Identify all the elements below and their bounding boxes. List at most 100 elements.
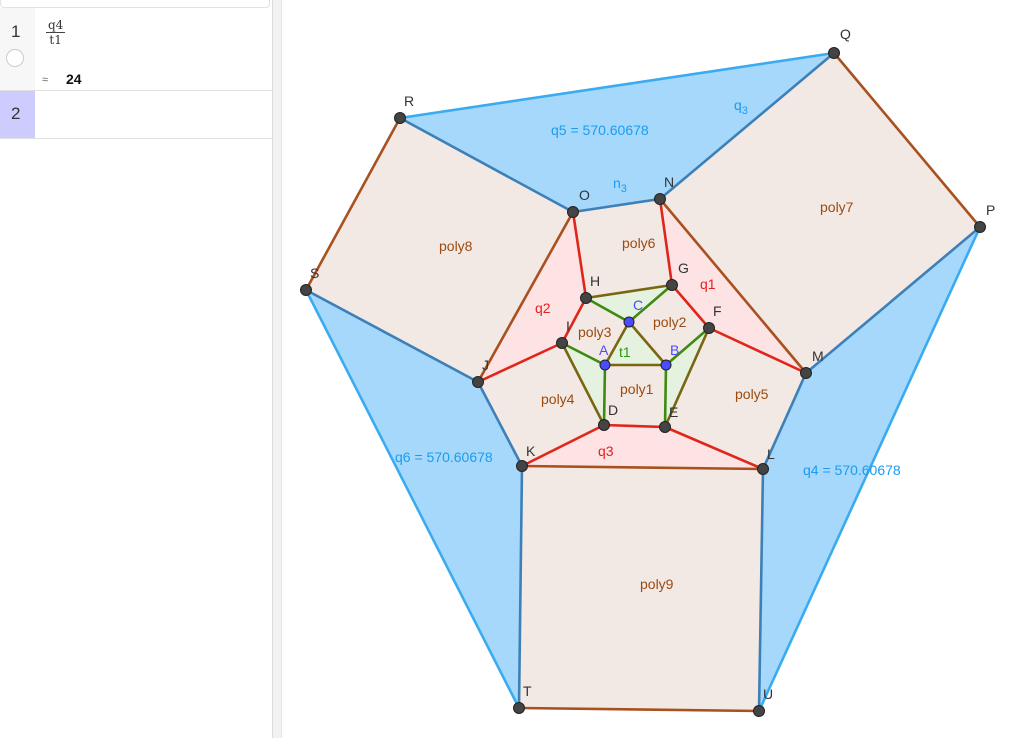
point-M[interactable] xyxy=(800,367,812,379)
point-label-G: G xyxy=(678,260,689,276)
segment-ST[interactable] xyxy=(304,288,521,710)
point-B[interactable] xyxy=(660,359,672,371)
label-q1: q1 xyxy=(700,276,716,292)
segment-BF[interactable] xyxy=(664,326,711,367)
algebra-row-2[interactable]: 2 xyxy=(0,91,272,139)
point-C[interactable] xyxy=(623,316,635,328)
label-poly6: poly6 xyxy=(622,235,656,251)
segment-PU[interactable] xyxy=(757,225,982,713)
point-L[interactable] xyxy=(757,463,769,475)
visibility-toggle[interactable] xyxy=(6,49,24,67)
point-N[interactable] xyxy=(654,193,666,205)
segment-DE[interactable] xyxy=(602,423,667,429)
label-poly1: poly1 xyxy=(620,381,654,397)
point-F[interactable] xyxy=(703,322,715,334)
polygon-poly8[interactable] xyxy=(306,118,573,382)
segment-HG[interactable] xyxy=(584,283,674,300)
segment-EL[interactable] xyxy=(663,425,765,471)
algebra-row-1[interactable]: 1 q4 t1 ≈ 24 xyxy=(0,8,272,91)
segment-QN[interactable] xyxy=(658,51,836,201)
point-label-E: E xyxy=(669,404,678,420)
segment-KD[interactable] xyxy=(520,423,606,468)
segment-HC[interactable] xyxy=(584,296,631,324)
polygon-poly1[interactable] xyxy=(604,365,666,427)
label-poly3: poly3 xyxy=(578,324,612,340)
polygon-tri-hcg[interactable] xyxy=(586,285,672,322)
segment-OJ[interactable] xyxy=(476,210,575,384)
segment-PM[interactable] xyxy=(804,225,982,375)
point-label-P: P xyxy=(986,202,995,218)
segment-RS[interactable] xyxy=(304,116,402,292)
segment-OR[interactable] xyxy=(398,116,575,214)
input-bar[interactable] xyxy=(0,0,270,8)
segment-IA[interactable] xyxy=(560,341,607,367)
point-G[interactable] xyxy=(666,279,678,291)
polygon-q5[interactable] xyxy=(400,53,834,212)
segment-CG[interactable] xyxy=(627,283,674,324)
segment-OH[interactable] xyxy=(571,210,588,300)
point-O[interactable] xyxy=(567,206,579,218)
panel-divider[interactable] xyxy=(273,0,282,738)
label-t1: t1 xyxy=(619,344,631,360)
point-label-S: S xyxy=(310,265,319,281)
fraction-expression[interactable]: q4 t1 xyxy=(46,18,66,47)
point-label-I: I xyxy=(566,318,570,334)
point-S[interactable] xyxy=(300,284,312,296)
segment-AD[interactable] xyxy=(602,363,607,427)
point-K[interactable] xyxy=(516,460,528,472)
segment-MN[interactable] xyxy=(658,197,808,375)
segment-IJ[interactable] xyxy=(476,341,564,384)
segment-JK[interactable] xyxy=(476,380,524,468)
point-T[interactable] xyxy=(513,702,525,714)
segment-HI[interactable] xyxy=(560,296,588,345)
polygon-t1[interactable] xyxy=(605,322,666,365)
point-J[interactable] xyxy=(472,376,484,388)
point-label-L: L xyxy=(767,446,775,462)
point-I[interactable] xyxy=(556,337,568,349)
row-number: 2 xyxy=(0,91,35,138)
label-q6: q6 = 570.60678 xyxy=(395,449,493,465)
point-P[interactable] xyxy=(974,221,986,233)
segment-TU[interactable] xyxy=(517,706,761,713)
segment-MF[interactable] xyxy=(707,326,808,375)
point-label-B: B xyxy=(670,342,679,358)
segment-RQ[interactable] xyxy=(398,51,836,120)
label-n3: n3 xyxy=(613,175,627,195)
segment-BC[interactable] xyxy=(627,320,668,367)
point-A[interactable] xyxy=(599,359,611,371)
point-label-Q: Q xyxy=(840,26,851,42)
segment-BE[interactable] xyxy=(663,363,668,429)
segment-ML[interactable] xyxy=(761,371,808,471)
point-Q[interactable] xyxy=(828,47,840,59)
segment-QP[interactable] xyxy=(832,51,982,229)
algebra-view: 1 q4 t1 ≈ 24 2 xyxy=(0,0,273,738)
point-R[interactable] xyxy=(394,112,406,124)
point-label-K: K xyxy=(526,443,536,459)
point-label-T: T xyxy=(523,683,532,699)
segment-SJ[interactable] xyxy=(304,288,480,384)
segment-KL[interactable] xyxy=(520,464,765,471)
segment-ID[interactable] xyxy=(560,341,606,427)
polygon-poly6[interactable] xyxy=(573,199,672,298)
segment-LU[interactable] xyxy=(757,467,765,713)
point-D[interactable] xyxy=(598,419,610,431)
segment-GN[interactable] xyxy=(658,197,674,287)
point-label-M: M xyxy=(812,348,824,364)
segment-KT[interactable] xyxy=(517,464,524,710)
segment-FE[interactable] xyxy=(663,326,711,429)
point-label-D: D xyxy=(608,402,618,418)
segment-NO[interactable] xyxy=(571,197,662,214)
point-H[interactable] xyxy=(580,292,592,304)
label-poly8: poly8 xyxy=(439,238,473,254)
polygon-poly3[interactable] xyxy=(562,298,629,365)
segment-CA[interactable] xyxy=(603,320,631,367)
point-E[interactable] xyxy=(659,421,671,433)
polygon-poly5[interactable] xyxy=(665,328,806,469)
label-poly7: poly7 xyxy=(820,199,854,215)
polygon-poly9[interactable] xyxy=(519,466,763,711)
point-U[interactable] xyxy=(753,705,765,717)
polygon-poly4[interactable] xyxy=(478,343,604,466)
label-q5: q5 = 570.60678 xyxy=(551,122,649,138)
segment-FG[interactable] xyxy=(670,283,711,330)
